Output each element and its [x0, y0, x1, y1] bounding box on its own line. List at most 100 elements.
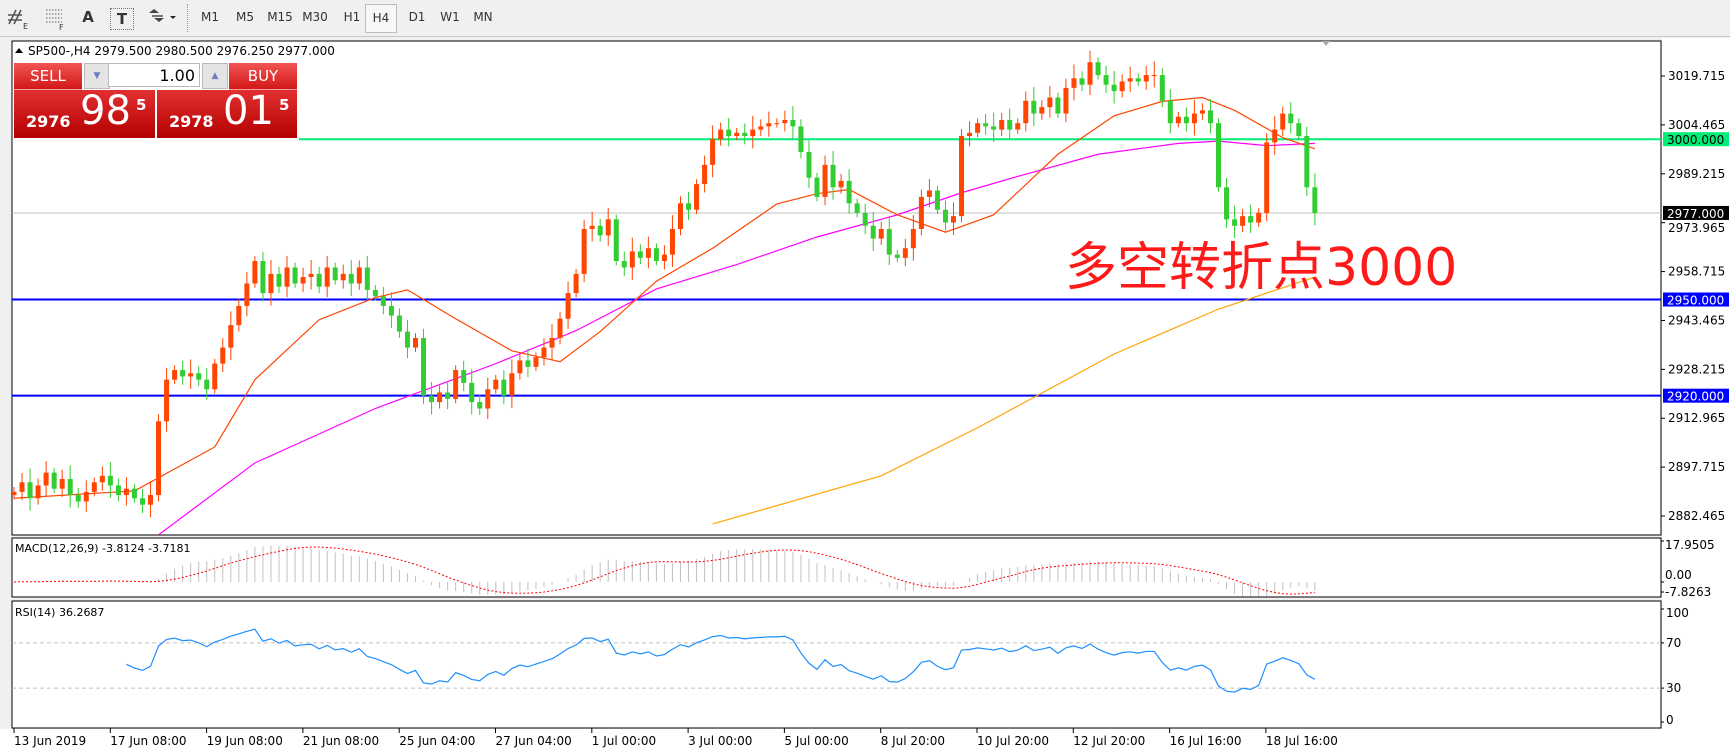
candle [284, 267, 290, 287]
candle [292, 267, 298, 284]
timeframe-m30[interactable]: M30 [302, 10, 328, 24]
candle [686, 203, 692, 210]
buy-price-fraction: 5 [279, 96, 290, 114]
candle [493, 379, 499, 390]
timeframe-m15[interactable]: M15 [267, 10, 293, 24]
rsi-scale-label: 70 [1666, 636, 1681, 650]
timeframe-m1[interactable]: M1 [201, 10, 219, 24]
candle [862, 212, 868, 226]
arrows-dropdown-icon[interactable] [145, 4, 179, 31]
time-axis-label: 21 Jun 08:00 [303, 734, 379, 748]
price-axis-label: 2912.965 [1668, 411, 1725, 425]
candle [340, 273, 346, 281]
candle [228, 325, 234, 348]
candle [509, 373, 515, 396]
text-icon[interactable]: A [82, 8, 94, 26]
sell-button[interactable]: SELL [14, 63, 82, 90]
candle [1232, 219, 1238, 226]
candle [348, 273, 354, 284]
timeframe-m5[interactable]: M5 [236, 10, 254, 24]
candle [1031, 100, 1037, 114]
candle [822, 164, 828, 197]
candle [164, 379, 170, 422]
horizontal-line-label: 3000.000 [1667, 133, 1724, 147]
buy-button[interactable]: BUY [229, 63, 297, 90]
macd-signal-line [13, 546, 1315, 595]
main-plot [12, 50, 1661, 535]
candle [870, 225, 876, 239]
macd-label: MACD(12,26,9) -3.8124 -3.7181 [15, 542, 190, 555]
candle [758, 126, 764, 130]
candle [1167, 100, 1173, 124]
timeframe-w1[interactable]: W1 [440, 10, 460, 24]
sell-price-prefix: 2976 [26, 112, 71, 131]
candle [991, 126, 997, 130]
candle [1199, 110, 1205, 114]
candle [1119, 81, 1125, 92]
candle [1240, 216, 1246, 226]
candle [1264, 142, 1270, 213]
candle [83, 491, 89, 502]
periods-grid-icon[interactable]: F [43, 4, 67, 32]
candle [1071, 78, 1077, 88]
macd-scale-label: -7.8263 [1665, 585, 1711, 599]
candle [404, 331, 410, 348]
candle [204, 379, 210, 390]
rsi-pane [11, 600, 1662, 729]
candle [131, 488, 137, 499]
candle [902, 248, 908, 258]
candle [1224, 187, 1230, 220]
rsi-scale-label: 100 [1666, 606, 1689, 620]
indicator-list-icon[interactable]: E [6, 4, 32, 31]
candle [846, 180, 852, 204]
candle [172, 370, 178, 380]
buy-price-button[interactable]: 2978 01 5 [157, 90, 297, 138]
ma-fast-line [13, 96, 1316, 499]
candle [123, 488, 129, 496]
annotation-text: 多空转折点3000 [1065, 238, 1457, 298]
sell-price-button[interactable]: 2976 98 5 [14, 90, 155, 138]
candle [910, 228, 916, 249]
price-axis-label: 2958.715 [1668, 265, 1725, 279]
candle [1079, 78, 1085, 85]
sell-price-pips: 98 [80, 90, 131, 134]
ma-mid-line [158, 140, 1315, 535]
candle [1047, 97, 1053, 108]
time-axis-label: 5 Jul 00:00 [784, 734, 848, 748]
text-label-icon[interactable]: T [110, 8, 134, 30]
price-axis-label: 3019.715 [1668, 69, 1725, 83]
candle [525, 360, 531, 367]
candle [1015, 123, 1021, 130]
candle [854, 203, 860, 213]
timeframe-d1[interactable]: D1 [408, 10, 426, 24]
candle [51, 472, 57, 489]
time-axis-label: 16 Jul 16:00 [1170, 734, 1242, 748]
toolbar-separator [187, 4, 190, 32]
candle [742, 132, 748, 137]
candle [589, 225, 595, 229]
rsi-scale-label: 30 [1666, 681, 1681, 695]
candle [573, 273, 579, 294]
candle [621, 261, 627, 268]
horizontal-line-label: 2950.000 [1667, 294, 1724, 308]
lot-increase-button[interactable]: ▲ [202, 63, 228, 89]
lot-decrease-button[interactable]: ▼ [84, 63, 110, 89]
candle [661, 254, 667, 262]
timeframe-h4[interactable]: H4 [365, 4, 397, 33]
time-axis-label: 18 Jul 16:00 [1266, 734, 1338, 748]
candle [220, 347, 226, 364]
timeframe-h1[interactable]: H1 [343, 10, 361, 24]
candle [517, 360, 523, 374]
price-axis-label: 2882.465 [1668, 509, 1725, 523]
candle [774, 123, 780, 125]
sell-price-fraction: 5 [136, 96, 147, 114]
candle [1207, 110, 1213, 124]
candle [396, 315, 402, 332]
candle [1007, 119, 1013, 130]
lot-size-input[interactable] [108, 63, 200, 87]
candle [1191, 113, 1197, 124]
candle [1256, 212, 1262, 223]
timeframe-mn[interactable]: MN [473, 10, 493, 24]
horizontal-line-badge [1663, 388, 1729, 403]
